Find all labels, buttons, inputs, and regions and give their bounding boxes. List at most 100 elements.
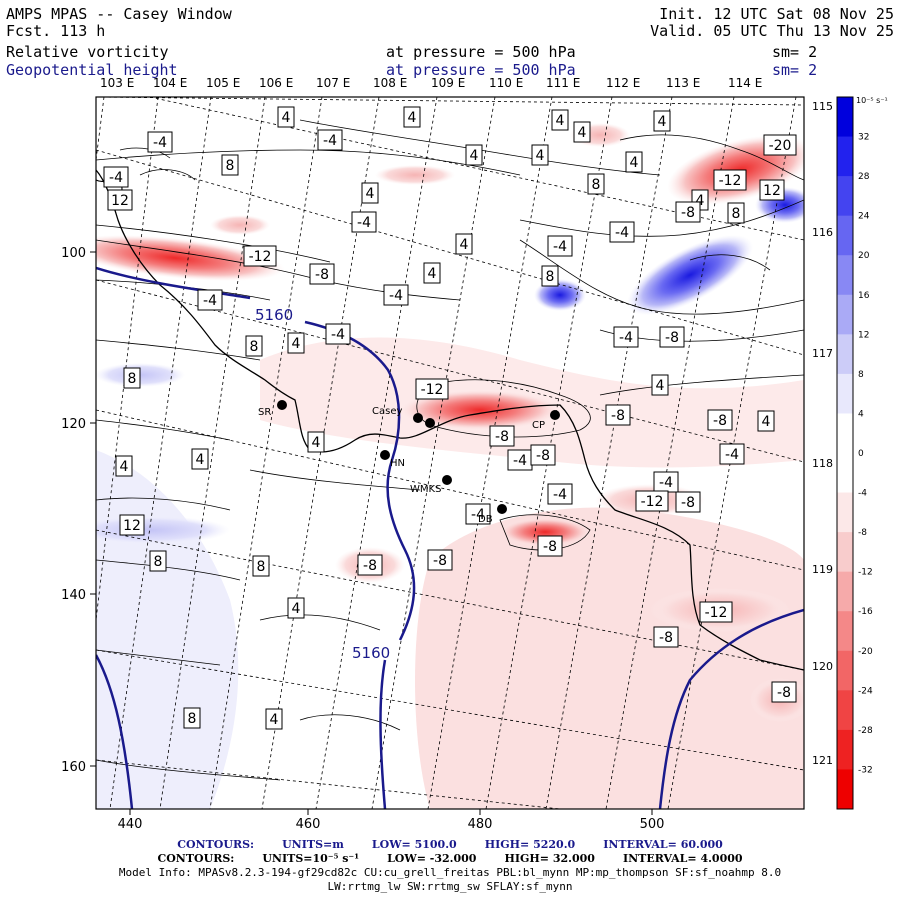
contour-value-label: -4	[547, 235, 573, 257]
shading-negative-southeast	[415, 507, 804, 809]
colorbar-swatch	[837, 215, 853, 256]
x-axis-labels: 440 460 480 500	[118, 817, 665, 832]
contour-label-box	[727, 202, 745, 224]
contour-label-box	[707, 409, 733, 431]
x-tick-label: 480	[468, 817, 493, 832]
vorticity-min-casey	[400, 390, 560, 430]
contour-value-label: -4	[103, 166, 129, 188]
contour-label-text: -4	[389, 288, 403, 304]
contour-label-text: -4	[471, 507, 485, 523]
colorbar-label: 24	[858, 212, 870, 222]
valid-time: Valid. 05 UTC Thu 13 Nov 25	[650, 22, 894, 40]
contour-label-text: -8	[315, 267, 329, 283]
contour-value-label: -8	[537, 535, 563, 557]
contour-value-label: -8	[530, 444, 556, 466]
contour-value-label: 4	[191, 448, 209, 470]
contour-value-label: 8	[587, 173, 605, 195]
contour-label-text: -12	[705, 605, 728, 621]
colorbar-swatch	[837, 373, 853, 414]
contour-label-text: 4	[408, 110, 417, 126]
vorticity-pink-north	[375, 165, 455, 185]
lat-label: 119 E	[812, 563, 843, 576]
contour-label-text: 4	[762, 414, 771, 430]
station-label-wmks: WMKS	[410, 484, 441, 495]
contour-label-box	[547, 483, 573, 505]
vort-contours-high: HIGH= 32.000	[504, 852, 595, 865]
contour-label-text: 8	[732, 206, 741, 222]
contour-label-box	[635, 490, 669, 512]
station-marker-hn	[380, 450, 390, 460]
contour-label-box	[719, 443, 745, 465]
contour-value-label: -4	[653, 471, 679, 493]
contour-value-label: -4	[317, 129, 343, 151]
contour-label-text: 12	[123, 518, 141, 534]
x-tick-label: 500	[640, 817, 665, 832]
contour-label-text: -8	[777, 685, 791, 701]
y-axis-labels: 100 120 140 160	[61, 246, 86, 775]
height-contours-low: LOW= 5100.0	[371, 838, 457, 851]
vort-contours-low: LOW= -32.000	[387, 852, 477, 865]
colorbar-label: 8	[858, 370, 864, 380]
lat-label: 116 E	[812, 226, 843, 239]
contour-value-label: 4	[531, 144, 549, 166]
contour-label-text: 4	[270, 712, 279, 728]
contour-label-text: -4	[331, 327, 345, 343]
contour-label-box	[325, 323, 351, 345]
contour-label-text: 4	[630, 155, 639, 171]
model-info-physics: LW:rrtmg_lw SW:rrtmg_sw SFLAY:sf_mynn	[327, 880, 573, 893]
height-contours-units: UNITS=m	[282, 838, 344, 851]
y-tick-label: 120	[61, 417, 86, 432]
axis-ticks	[90, 251, 653, 815]
height-label: 5160	[255, 306, 293, 324]
station-marker-casey	[413, 413, 423, 423]
colorbar-label: -12	[858, 568, 873, 578]
vorticity-min-west	[96, 235, 285, 281]
contour-label-text: 4	[282, 110, 291, 126]
lon-label: 103 E	[100, 76, 135, 90]
contour-label-text: -12	[641, 494, 664, 510]
contour-label-box	[307, 431, 325, 453]
contour-label-box	[771, 681, 797, 703]
colorbar-label: 28	[858, 172, 870, 182]
contour-label-box	[675, 491, 701, 513]
contour-label-box	[465, 144, 483, 166]
y-tick-label: 160	[61, 760, 86, 775]
contour-value-label: -12	[415, 378, 449, 400]
contour-label-box	[759, 179, 785, 201]
contour-label-text: -8	[681, 495, 695, 511]
contour-value-label: 4	[287, 332, 305, 354]
lon-label: 108 E	[373, 76, 408, 90]
contour-label-box	[119, 514, 145, 536]
colorbar-swatch	[837, 729, 853, 770]
lat-label: 117 E	[812, 347, 843, 360]
contour-label-text: 8	[154, 554, 163, 570]
contour-value-label: 12	[107, 189, 133, 211]
colorbar-swatch	[837, 453, 853, 494]
contour-label-text: 8	[257, 559, 266, 575]
vort-contours-interval: INTERVAL= 4.0000	[622, 852, 743, 865]
init-time: Init. 12 UTC Sat 08 Nov 25	[659, 5, 894, 23]
contour-value-label: -8	[659, 326, 685, 348]
colorbar-label: -20	[858, 647, 873, 657]
contour-label-box	[573, 121, 591, 143]
contour-value-label: -4	[547, 483, 573, 505]
colorbar-label: 4	[858, 409, 864, 419]
contour-label-text: -8	[543, 539, 557, 555]
colorbar-label: -4	[858, 489, 867, 499]
colorbar-swatch	[837, 532, 853, 573]
contour-label-text: -8	[611, 408, 625, 424]
colorbar-swatches	[836, 96, 854, 810]
contour-value-label: 8	[149, 550, 167, 572]
vort-contours-units: UNITS=10⁻⁵ s⁻¹	[262, 852, 360, 865]
contour-label-text: 4	[556, 113, 565, 129]
contour-label-box	[659, 326, 685, 348]
contour-label-text: -4	[553, 239, 567, 255]
plot-area: 5160 5160 4 4444444444444444444-4-4-4-4-4…	[96, 97, 804, 809]
lon-label: 110 E	[489, 76, 524, 90]
contour-value-label: 8	[727, 202, 745, 224]
contour-value-label: -8	[309, 263, 335, 285]
colorbar-label: 0	[858, 449, 864, 459]
lon-label: 106 E	[259, 76, 294, 90]
contour-label-text: 8	[128, 371, 137, 387]
contour-value-label: -8	[707, 409, 733, 431]
